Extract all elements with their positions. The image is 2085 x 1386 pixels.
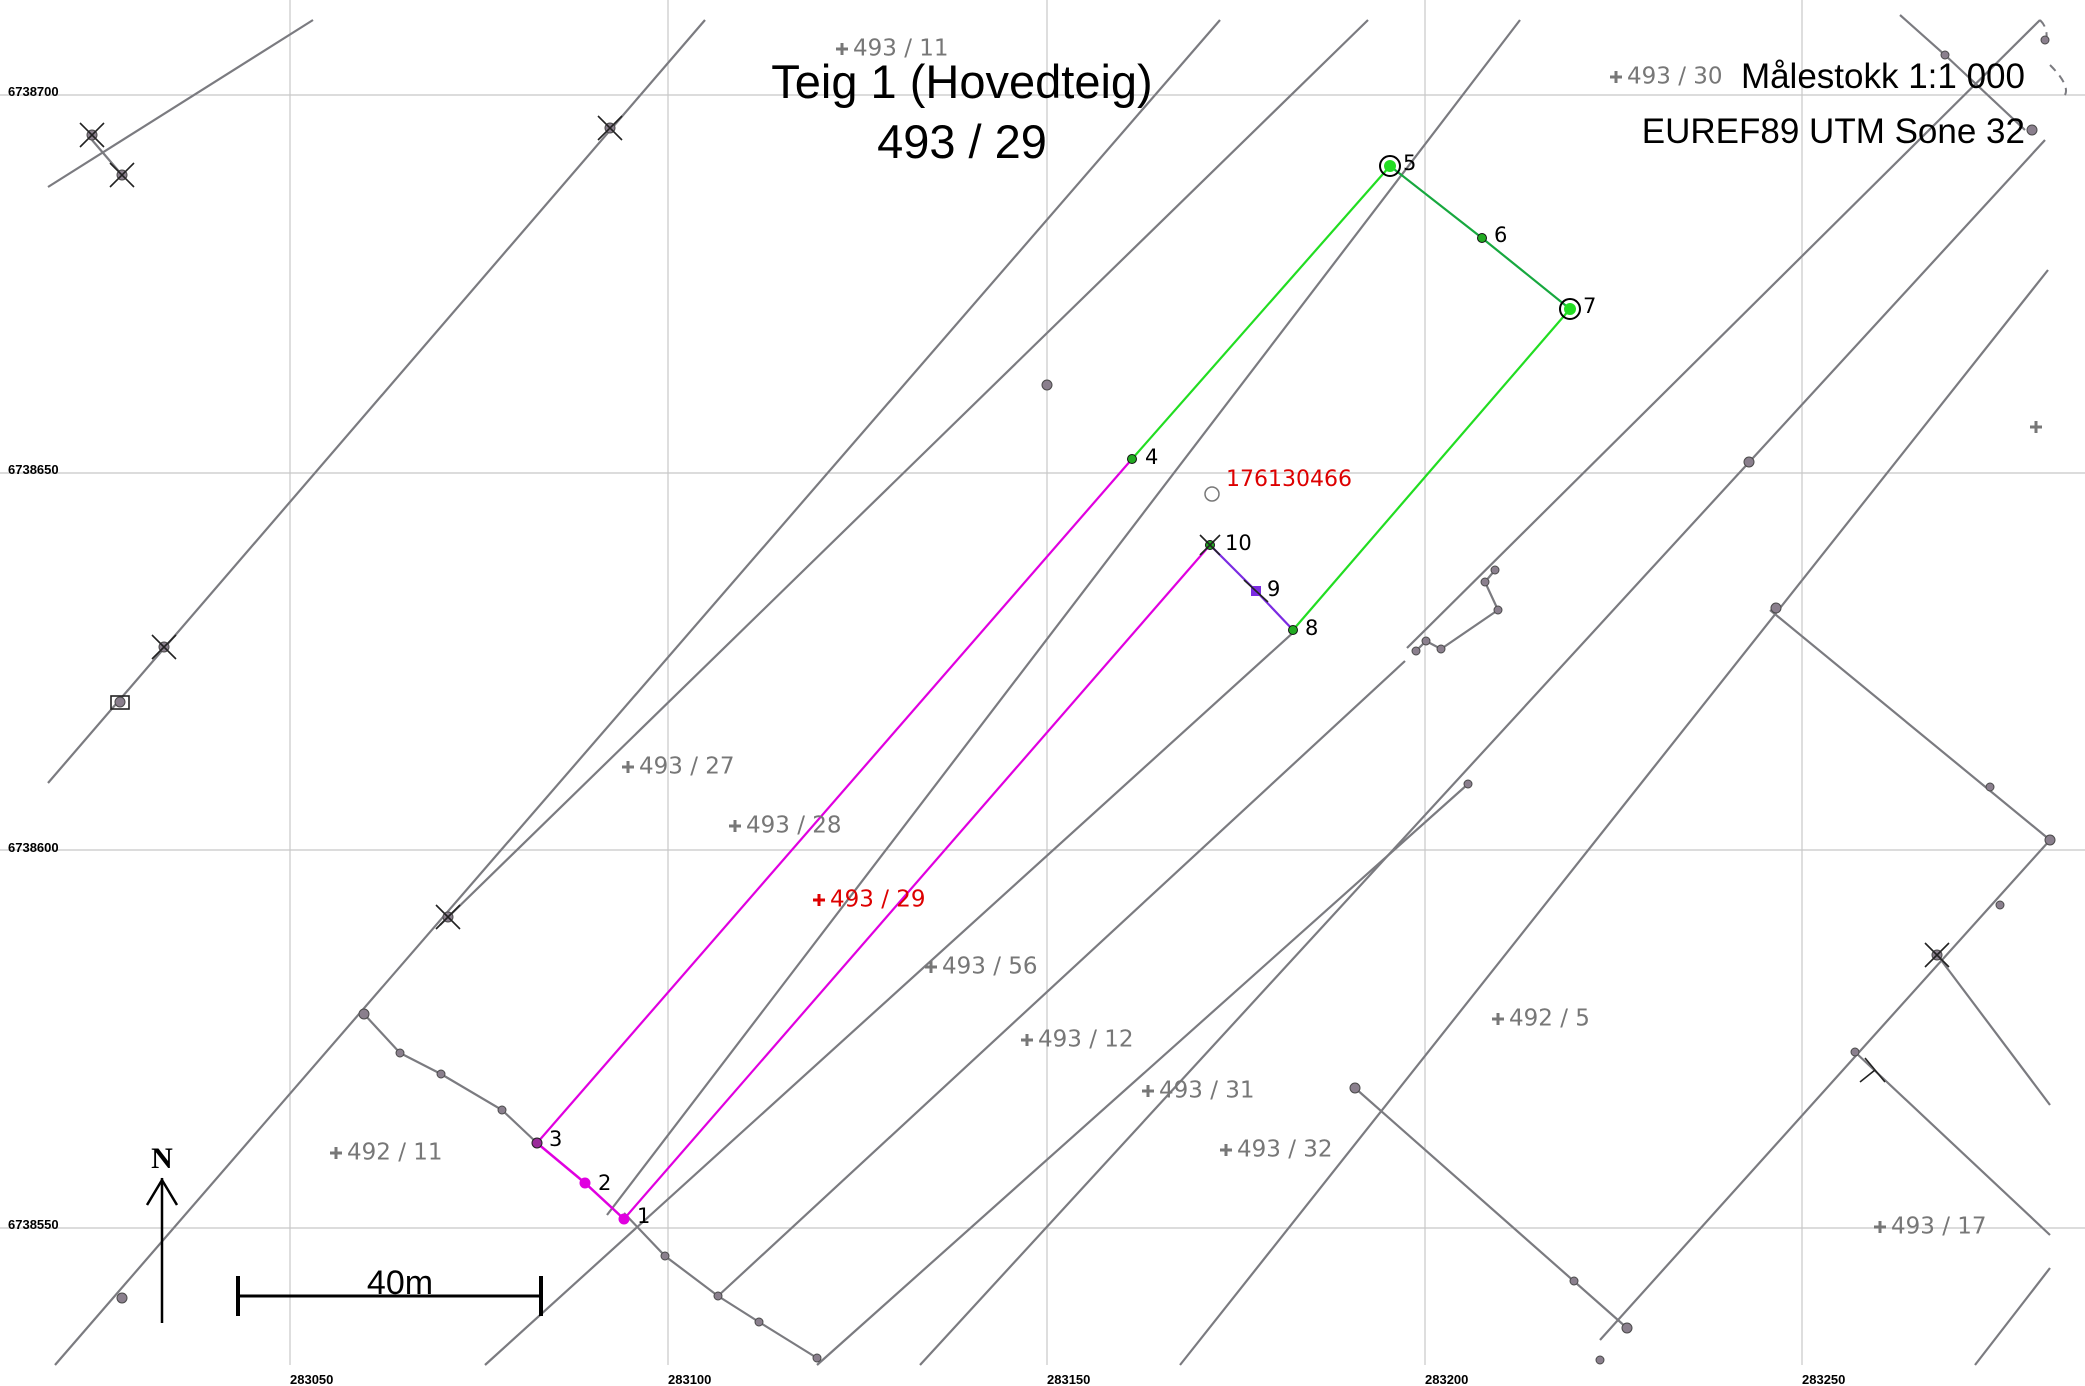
x-tick: 283200 <box>1425 1372 1468 1386</box>
x-tick: 283050 <box>290 1372 333 1386</box>
x-axis-ticks: 283050 283100 283150 283200 283250 <box>290 1372 1845 1386</box>
y-tick: 6738550 <box>8 1217 59 1232</box>
parcel-boundaries <box>47 14 2067 1366</box>
projection-text: EUREF89 UTM Sone 32 <box>1642 112 2025 151</box>
parcel-centroid-cross <box>2030 421 2042 433</box>
y-axis-ticks: 6738700 6738650 6738600 6738550 <box>8 84 59 1232</box>
parcel-label: 493 / 11 <box>853 36 949 62</box>
y-tick: 6738600 <box>8 840 59 855</box>
parcel-label: 493 / 32 <box>1237 1137 1333 1163</box>
point-marker-1 <box>618 1213 630 1225</box>
x-tick: 283150 <box>1047 1372 1090 1386</box>
point-label-7: 7 <box>1583 294 1596 318</box>
point-label-6: 6 <box>1494 223 1507 247</box>
main-parcel-boundary <box>536 458 1294 1220</box>
map-scale-text: Målestokk 1:1 000 <box>1741 57 2025 96</box>
point-marker-3 <box>531 1137 543 1149</box>
parcel-label: 493 / 17 <box>1891 1214 1987 1240</box>
scale-bar: 40m <box>236 1264 543 1316</box>
point-label-2: 2 <box>598 1171 611 1195</box>
parcel-labels: 493 / 11 493 / 30 493 / 27 493 / 28 493 … <box>330 36 2042 1240</box>
parcel-label: 493 / 30 <box>1627 64 1723 90</box>
point-label-4: 4 <box>1145 445 1158 469</box>
point-marker-5 <box>1384 160 1396 172</box>
parcel-label: 493 / 31 <box>1159 1078 1255 1104</box>
point-label-5: 5 <box>1403 151 1416 175</box>
green-parcel-boundary <box>1131 165 1571 631</box>
north-label: N <box>151 1142 173 1175</box>
boundary-point-markers <box>531 155 1581 1225</box>
object-marker <box>1204 486 1220 502</box>
survey-markers <box>79 115 1950 1083</box>
point-marker-4 <box>1127 454 1137 464</box>
parcel-label-highlight: 493 / 29 <box>830 887 926 913</box>
scale-bar-label: 40m <box>367 1264 433 1302</box>
point-marker-6 <box>1477 233 1487 243</box>
y-tick: 6738700 <box>8 84 59 99</box>
point-label-10: 10 <box>1225 531 1252 555</box>
point-label-9: 9 <box>1267 577 1280 601</box>
point-label-1: 1 <box>637 1204 650 1228</box>
parcel-label: 492 / 11 <box>347 1140 443 1166</box>
x-tick: 283100 <box>668 1372 711 1386</box>
point-marker-7 <box>1564 303 1576 315</box>
parcel-label: 492 / 5 <box>1509 1006 1590 1032</box>
parcel-label: 493 / 56 <box>942 954 1038 980</box>
y-tick: 6738650 <box>8 462 59 477</box>
x-tick: 283250 <box>1802 1372 1845 1386</box>
parcel-label: 493 / 12 <box>1038 1027 1134 1053</box>
object-id-label: 176130466 <box>1226 467 1352 492</box>
boundary-point-labels: 1 2 3 4 5 6 7 8 9 10 <box>549 151 1596 1228</box>
point-marker-8 <box>1288 625 1298 635</box>
map-subtitle: 493 / 29 <box>877 115 1047 168</box>
point-label-3: 3 <box>549 1127 562 1151</box>
point-label-8: 8 <box>1305 616 1318 640</box>
point-marker-2 <box>579 1177 591 1189</box>
map-title: Teig 1 (Hovedteig) <box>771 55 1152 108</box>
north-arrow: N <box>145 1142 179 1323</box>
parcel-label: 493 / 27 <box>639 754 735 780</box>
parcel-label: 493 / 28 <box>746 813 842 839</box>
